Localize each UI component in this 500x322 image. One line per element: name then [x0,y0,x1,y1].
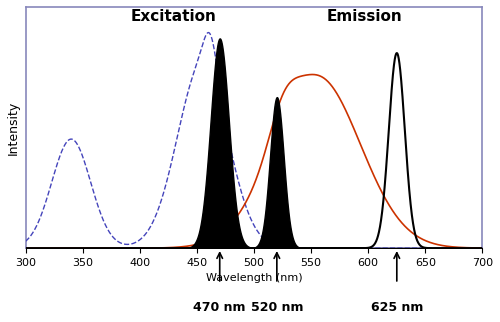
X-axis label: Wavelength (nm): Wavelength (nm) [206,273,302,283]
Text: Emission: Emission [327,9,402,24]
Y-axis label: Intensity: Intensity [7,100,20,155]
Text: 625 nm: 625 nm [370,301,423,314]
Text: 520 nm: 520 nm [250,301,303,314]
Text: 470 nm: 470 nm [194,301,246,314]
Text: Excitation: Excitation [131,9,217,24]
